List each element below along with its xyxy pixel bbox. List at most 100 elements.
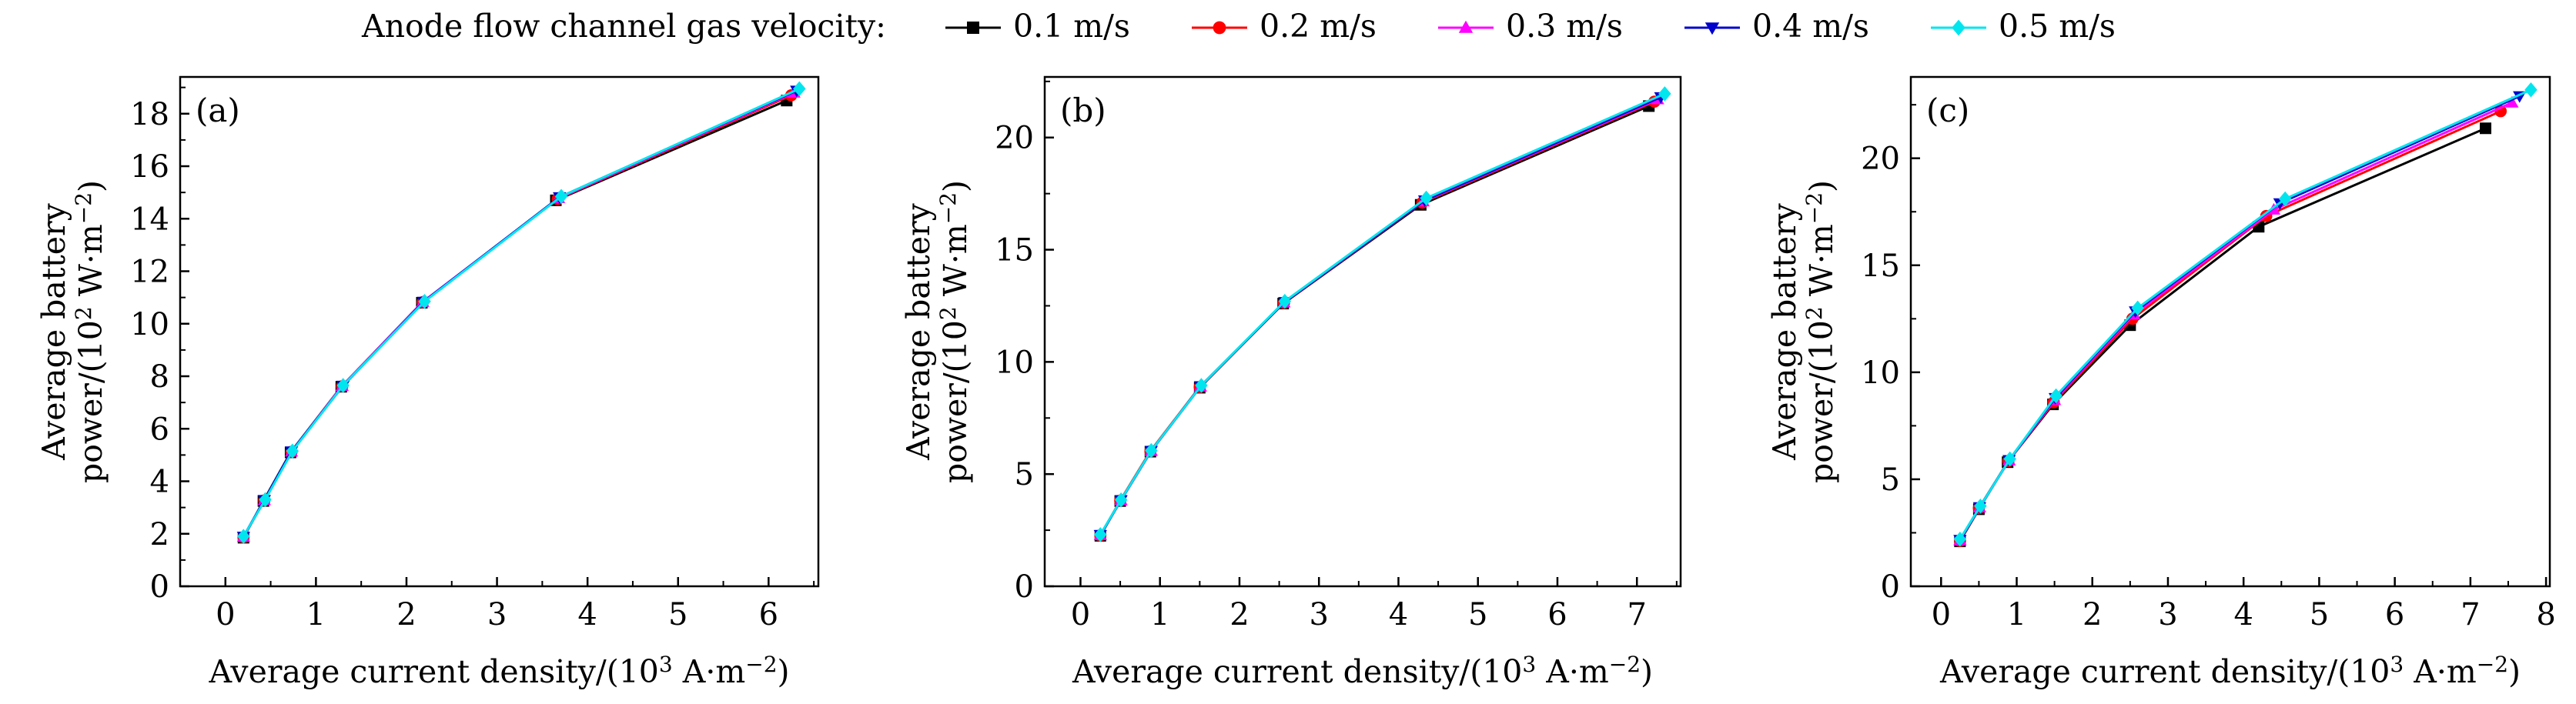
data-point xyxy=(1114,492,1128,508)
y-axis-label-part: 2 xyxy=(1802,306,1827,320)
x-tick-label: 4 xyxy=(577,597,597,632)
legend-marker xyxy=(967,22,979,34)
data-point xyxy=(2524,82,2538,98)
x-tick-label: 5 xyxy=(668,597,687,632)
y-tick-label: 5 xyxy=(1881,462,1900,498)
data-point xyxy=(2278,191,2292,207)
series-line xyxy=(1959,127,2487,542)
y-tick-label: 0 xyxy=(150,569,169,605)
series xyxy=(1094,100,1655,542)
x-tick-label: 6 xyxy=(2385,597,2404,632)
x-axis-label-part: A·m xyxy=(2404,653,2477,690)
legend-entry: 0.2 m/s xyxy=(1192,8,1377,45)
series-line xyxy=(1959,102,2513,541)
x-axis-label-part: A·m xyxy=(1536,653,1609,690)
x-axis-label-part: 3 xyxy=(2390,652,2404,677)
y-tick-label: 12 xyxy=(130,255,169,290)
y-tick-label: 20 xyxy=(1861,142,1900,177)
x-axis-label-part: ) xyxy=(2508,653,2521,690)
y-axis-label-part: −2 xyxy=(935,192,961,224)
series-line xyxy=(243,88,800,537)
y-tick-label: 15 xyxy=(995,233,1034,269)
data-point xyxy=(237,529,250,544)
series xyxy=(1953,105,2507,547)
y-axis-label-part: W·m xyxy=(1803,224,1840,306)
x-axis-label: Average current density/(103 A·m−2) xyxy=(1939,652,2521,690)
x-tick-label: 8 xyxy=(2536,597,2555,632)
series-line xyxy=(1099,95,1661,536)
x-axis-label-part: −2 xyxy=(1609,652,1641,677)
data-point xyxy=(554,189,568,205)
y-tick-label: 15 xyxy=(1861,249,1900,284)
x-tick-label: 1 xyxy=(1150,597,1169,632)
series xyxy=(236,85,804,544)
legend: Anode flow channel gas velocity: 0.1 m/s… xyxy=(361,8,2116,45)
series-line xyxy=(1099,92,1665,536)
y-axis-label-part: ) xyxy=(72,180,109,192)
y-axis-label-part: power/(10 xyxy=(1803,320,1840,483)
chart-panel: 0 1 2 3 4 5 6 7 0 5 10 15 20 (b) Average current densi… xyxy=(900,75,1682,690)
x-axis-label-part: ) xyxy=(778,653,790,690)
series xyxy=(1093,92,1668,542)
plot-frame xyxy=(179,75,820,588)
data-point xyxy=(418,294,431,309)
data-point xyxy=(1974,498,1987,514)
data-point xyxy=(1195,378,1208,393)
y-tick-label: 5 xyxy=(1015,457,1034,492)
legend-marker xyxy=(1458,20,1474,33)
y-axis-label-part: power/(10 xyxy=(72,320,109,483)
y-tick-label: 10 xyxy=(1861,355,1900,391)
series xyxy=(237,95,793,544)
data-point xyxy=(1278,293,1292,309)
data-point xyxy=(2049,388,2062,404)
series xyxy=(1953,95,2519,546)
x-axis-label-part: A·m xyxy=(673,653,746,690)
series-line xyxy=(242,94,792,538)
series xyxy=(237,81,806,544)
y-axis-label-part: ) xyxy=(1803,180,1840,192)
series-line xyxy=(1959,88,2532,540)
x-axis-label-part: Average current density/(10 xyxy=(1072,653,1522,690)
legend-marker xyxy=(1213,21,1226,35)
panel-label: (c) xyxy=(1926,92,1969,129)
data-point xyxy=(1145,442,1158,459)
y-tick-label: 14 xyxy=(130,202,169,237)
y-tick-label: 18 xyxy=(130,97,169,132)
series-line xyxy=(1959,110,2501,542)
x-tick-label: 4 xyxy=(2233,597,2253,632)
legend-entry: 0.5 m/s xyxy=(1931,8,2116,45)
x-tick-label: 1 xyxy=(306,597,326,632)
series xyxy=(1094,86,1671,542)
y-tick-label: 0 xyxy=(1881,569,1900,605)
series-line xyxy=(242,89,798,538)
x-tick-label: 5 xyxy=(1468,597,1487,632)
legend-marker xyxy=(1705,22,1720,35)
x-axis-label-part: −2 xyxy=(2477,652,2508,677)
y-tick-label: 6 xyxy=(150,412,169,447)
x-tick-label: 0 xyxy=(1932,597,1951,632)
chart-panel: 0 1 2 3 4 5 6 7 8 0 5 10 15 20 (c) Average current dens… xyxy=(1766,75,2556,690)
panel-label: (a) xyxy=(196,92,240,129)
x-axis-label-part: Average current density/(10 xyxy=(1939,653,2390,690)
x-tick-label: 3 xyxy=(1309,597,1328,632)
data-point xyxy=(286,443,299,459)
data-point xyxy=(259,492,272,508)
legend-label: 0.3 m/s xyxy=(1506,8,1623,45)
plot-frame xyxy=(1043,75,1682,588)
series xyxy=(236,85,801,542)
x-axis-label-part: 3 xyxy=(659,652,673,677)
legend-label: 0.1 m/s xyxy=(1013,8,1130,45)
y-tick-label: 8 xyxy=(150,359,169,395)
plot-frame xyxy=(1909,75,2551,588)
x-axis-label: Average current density/(103 A·m−2) xyxy=(1072,652,1653,690)
data-point xyxy=(2131,300,2144,316)
x-tick-label: 6 xyxy=(759,597,778,632)
data-point xyxy=(1094,527,1107,542)
y-tick-label: 10 xyxy=(130,307,169,342)
x-tick-label: 6 xyxy=(1547,597,1567,632)
y-axis-label-line2: power/(102 W·m−2) xyxy=(1802,180,1840,483)
data-point xyxy=(2003,451,2016,467)
y-tick-label: 0 xyxy=(1015,569,1034,605)
legend-entry: 0.1 m/s xyxy=(945,8,1130,45)
